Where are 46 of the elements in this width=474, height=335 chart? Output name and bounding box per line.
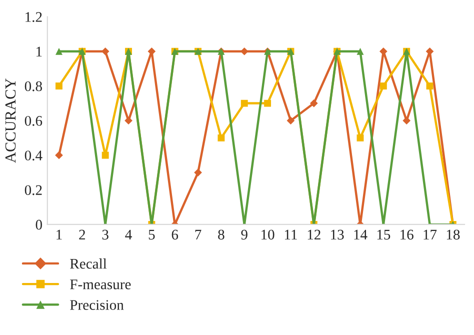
legend-label: F-measure [70, 280, 131, 290]
x-tick-label: 14 [354, 230, 368, 240]
x-tick-label: 12 [308, 230, 320, 240]
legend-label: Precision [70, 300, 124, 310]
x-tick-label: 18 [446, 230, 460, 240]
point [56, 48, 62, 55]
x-tick-label: 8 [218, 230, 224, 240]
x-tick-label: 9 [241, 230, 248, 240]
x-tick-label: 5 [148, 230, 155, 240]
y-tick-label: 1 [36, 46, 42, 56]
x-tick-label: 1 [56, 230, 62, 240]
point [380, 82, 387, 90]
y-tick-label: 0.4 [24, 150, 42, 160]
x-tick-label: 3 [102, 230, 108, 240]
x-tick-label: 6 [172, 230, 178, 240]
y-axis-title: ACCURACY [5, 78, 16, 163]
point [240, 100, 248, 107]
point [286, 116, 295, 125]
x-tick-label: 15 [377, 230, 390, 240]
x-tick-label: 16 [400, 230, 414, 240]
x-tick-label: 13 [331, 230, 344, 240]
y-tick-label: 0.8 [24, 81, 42, 92]
point [426, 82, 434, 90]
point [356, 134, 364, 142]
point [402, 116, 411, 125]
x-tick-label: 4 [125, 230, 132, 240]
legend-label: Recall [70, 258, 107, 269]
point [56, 82, 62, 90]
x-tick-label: 17 [424, 230, 437, 240]
point [194, 168, 202, 176]
point [264, 100, 272, 107]
point [218, 134, 225, 142]
y-tick-label: 1.2 [26, 12, 42, 22]
point [101, 47, 110, 56]
x-tick-label: 11 [284, 230, 297, 240]
point [55, 151, 63, 160]
x-tick-label: 7 [195, 230, 202, 240]
y-tick-label: 0 [36, 220, 42, 230]
point [356, 48, 364, 55]
point [124, 116, 132, 125]
point [102, 152, 109, 159]
point [310, 99, 318, 108]
y-tick-label: 0.2 [24, 185, 42, 196]
x-tick-label: 10 [262, 230, 274, 240]
y-tick-label: 0.6 [24, 116, 42, 126]
x-tick-label: 2 [79, 230, 85, 240]
